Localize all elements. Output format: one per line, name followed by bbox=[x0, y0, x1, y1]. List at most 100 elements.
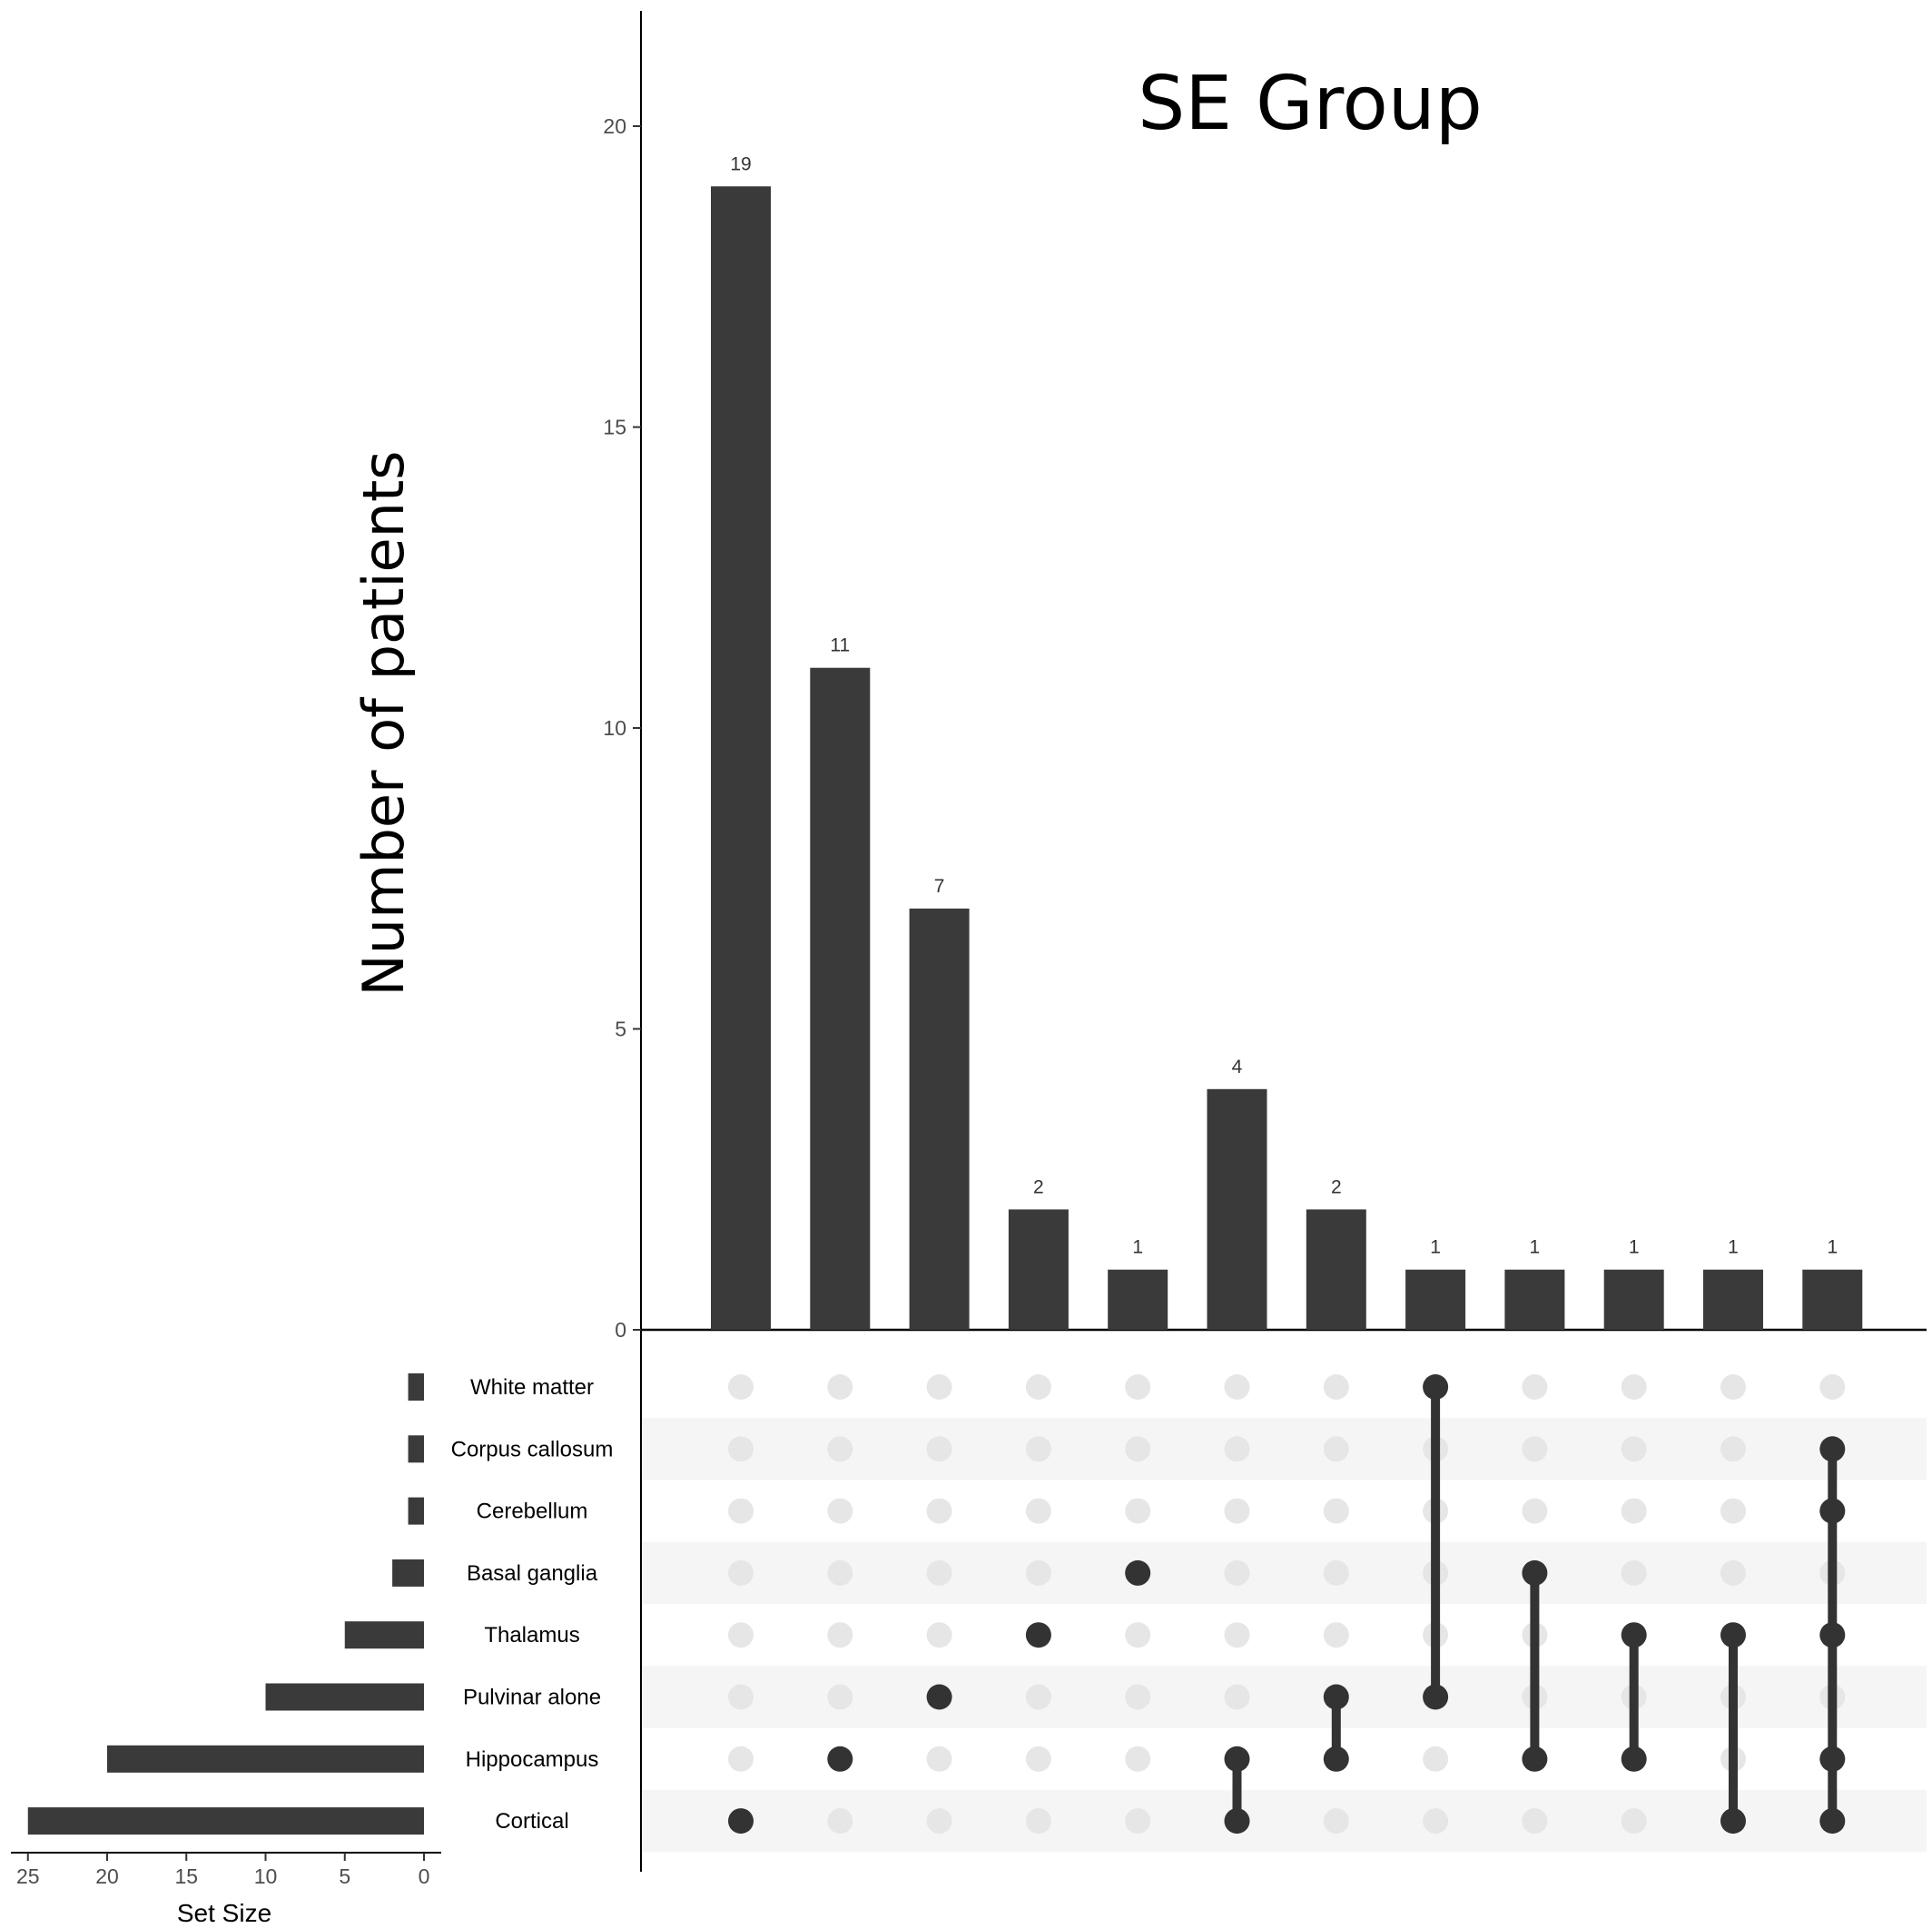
row-stripe-corpus-callosum bbox=[641, 1418, 1927, 1480]
matrix-dot-active-8-pulvinar-alone bbox=[1423, 1684, 1449, 1710]
matrix-dot-inactive-2-thalamus bbox=[827, 1622, 853, 1648]
matrix-dot-inactive-4-basal-ganglia bbox=[1025, 1559, 1051, 1586]
matrix-dot-inactive-12-white-matter bbox=[1819, 1374, 1846, 1400]
set-size-bar-cortical bbox=[27, 1807, 424, 1835]
matrix-dot-active-12-thalamus bbox=[1819, 1622, 1846, 1648]
intersection-count-11: 1 bbox=[1728, 1237, 1739, 1258]
matrix-dot-inactive-9-corpus-callosum bbox=[1522, 1436, 1548, 1462]
matrix-row-stripes bbox=[641, 1418, 1927, 1853]
matrix-dot-active-6-hippocampus bbox=[1224, 1746, 1250, 1772]
set-size-tick-label-10: 10 bbox=[254, 1864, 278, 1888]
matrix-dot-active-8-white-matter bbox=[1423, 1374, 1449, 1400]
matrix-dot-active-6-cortical bbox=[1224, 1808, 1250, 1835]
matrix-dot-active-9-basal-ganglia bbox=[1522, 1559, 1548, 1586]
matrix-dot-inactive-2-cerebellum bbox=[827, 1498, 853, 1524]
set-size-bar-basal-ganglia bbox=[392, 1559, 424, 1587]
set-size-axis-title: Set Size bbox=[177, 1899, 271, 1927]
matrix-dot-inactive-3-hippocampus bbox=[926, 1746, 952, 1772]
y-axis-title: Number of patients bbox=[350, 450, 417, 996]
matrix-dot-active-11-cortical bbox=[1720, 1808, 1746, 1835]
matrix-dot-inactive-4-hippocampus bbox=[1025, 1746, 1051, 1772]
matrix-dot-active-12-cerebellum bbox=[1819, 1498, 1846, 1524]
matrix-dot-inactive-11-corpus-callosum bbox=[1720, 1436, 1746, 1462]
set-size-bars bbox=[27, 1373, 424, 1835]
set-label-basal-ganglia: Basal ganglia bbox=[467, 1561, 598, 1586]
matrix-dot-inactive-6-cerebellum bbox=[1224, 1498, 1250, 1524]
intersection-count-8: 1 bbox=[1430, 1237, 1441, 1258]
intersection-count-3: 7 bbox=[934, 876, 945, 897]
matrix-dot-inactive-3-corpus-callosum bbox=[926, 1436, 952, 1462]
matrix-dot-inactive-1-corpus-callosum bbox=[728, 1436, 754, 1462]
matrix-dot-active-10-thalamus bbox=[1621, 1622, 1647, 1648]
intersection-count-1: 19 bbox=[730, 153, 751, 174]
matrix-dot-active-11-thalamus bbox=[1720, 1622, 1746, 1648]
matrix-dot-active-7-pulvinar-alone bbox=[1323, 1684, 1349, 1710]
intersection-count-10: 1 bbox=[1629, 1237, 1640, 1258]
matrix-dot-inactive-7-white-matter bbox=[1323, 1374, 1349, 1400]
matrix-dot-inactive-5-hippocampus bbox=[1125, 1746, 1151, 1772]
matrix-dot-inactive-6-white-matter bbox=[1224, 1374, 1250, 1400]
intersection-count-9: 1 bbox=[1530, 1237, 1541, 1258]
matrix-dot-inactive-6-basal-ganglia bbox=[1224, 1559, 1250, 1586]
set-size-bar-white-matter bbox=[408, 1373, 424, 1401]
matrix-dot-active-10-hippocampus bbox=[1621, 1746, 1647, 1772]
set-size-tick-label-20: 20 bbox=[95, 1864, 119, 1888]
matrix-dot-inactive-9-white-matter bbox=[1522, 1374, 1548, 1400]
intersection-count-7: 2 bbox=[1331, 1176, 1342, 1197]
matrix-dot-inactive-9-cerebellum bbox=[1522, 1498, 1548, 1524]
matrix-dot-inactive-3-cerebellum bbox=[926, 1498, 952, 1524]
matrix-dot-active-5-basal-ganglia bbox=[1125, 1559, 1151, 1586]
intersection-bar-7 bbox=[1306, 1209, 1366, 1330]
matrix-dot-inactive-10-cerebellum bbox=[1621, 1498, 1647, 1524]
chart-title: SE Group bbox=[1138, 61, 1483, 147]
matrix-dot-active-9-hippocampus bbox=[1522, 1746, 1548, 1772]
intersection-count-2: 11 bbox=[830, 635, 850, 656]
matrix-dot-inactive-5-pulvinar-alone bbox=[1125, 1684, 1151, 1710]
matrix-dot-inactive-2-white-matter bbox=[827, 1374, 853, 1400]
matrix-dot-inactive-6-corpus-callosum bbox=[1224, 1436, 1250, 1462]
y-tick-label-20: 20 bbox=[603, 114, 626, 138]
matrix-dot-inactive-3-cortical bbox=[926, 1808, 952, 1835]
intersection-count-12: 1 bbox=[1827, 1237, 1838, 1258]
matrix-dot-inactive-6-thalamus bbox=[1224, 1622, 1250, 1648]
matrix-dot-inactive-3-thalamus bbox=[926, 1622, 952, 1648]
matrix-dot-inactive-1-thalamus bbox=[728, 1622, 754, 1648]
set-size-axis: 25 20 15 10 5 0 bbox=[11, 1852, 441, 1888]
intersection-bar-11 bbox=[1703, 1269, 1763, 1330]
matrix-dot-inactive-5-cerebellum bbox=[1125, 1498, 1151, 1524]
matrix-dot-inactive-11-white-matter bbox=[1720, 1374, 1746, 1400]
row-stripe-basal-ganglia bbox=[641, 1541, 1927, 1605]
matrix-dot-inactive-4-white-matter bbox=[1025, 1374, 1051, 1400]
set-label-cortical: Cortical bbox=[495, 1809, 568, 1834]
intersection-bar-2 bbox=[810, 667, 871, 1330]
matrix-dot-inactive-3-white-matter bbox=[926, 1374, 952, 1400]
matrix-dot-active-2-hippocampus bbox=[827, 1746, 853, 1772]
matrix-dot-inactive-5-white-matter bbox=[1125, 1374, 1151, 1400]
row-stripe-pulvinar-alone bbox=[641, 1666, 1927, 1728]
set-size-bar-corpus-callosum bbox=[408, 1435, 424, 1463]
matrix-dot-inactive-11-basal-ganglia bbox=[1720, 1559, 1746, 1586]
matrix-dot-active-7-hippocampus bbox=[1323, 1746, 1349, 1772]
set-label-thalamus: Thalamus bbox=[484, 1623, 579, 1648]
matrix-dot-inactive-3-basal-ganglia bbox=[926, 1559, 952, 1586]
matrix-dot-inactive-4-cortical bbox=[1025, 1808, 1051, 1835]
matrix-dot-inactive-2-pulvinar-alone bbox=[827, 1684, 853, 1710]
matrix-dot-inactive-8-cortical bbox=[1423, 1808, 1449, 1835]
intersection-bar-1 bbox=[711, 186, 771, 1330]
matrix-dot-inactive-9-cortical bbox=[1522, 1808, 1548, 1835]
set-size-tick-label-0: 0 bbox=[419, 1864, 430, 1888]
intersection-count-6: 4 bbox=[1232, 1057, 1243, 1077]
matrix-dot-inactive-7-cortical bbox=[1323, 1808, 1349, 1835]
intersection-bar-5 bbox=[1108, 1269, 1168, 1330]
matrix-dot-inactive-1-cerebellum bbox=[728, 1498, 754, 1524]
set-label-cerebellum: Cerebellum bbox=[477, 1500, 588, 1524]
intersection-bars bbox=[711, 186, 1863, 1330]
set-size-bar-pulvinar-alone bbox=[265, 1683, 424, 1711]
intersection-bar-12 bbox=[1802, 1269, 1863, 1330]
matrix-dot-active-12-cortical bbox=[1819, 1808, 1846, 1835]
y-tick-label-15: 15 bbox=[603, 416, 626, 439]
matrix-dot-active-3-pulvinar-alone bbox=[926, 1684, 952, 1710]
matrix-dot-active-1-cortical bbox=[728, 1808, 754, 1835]
